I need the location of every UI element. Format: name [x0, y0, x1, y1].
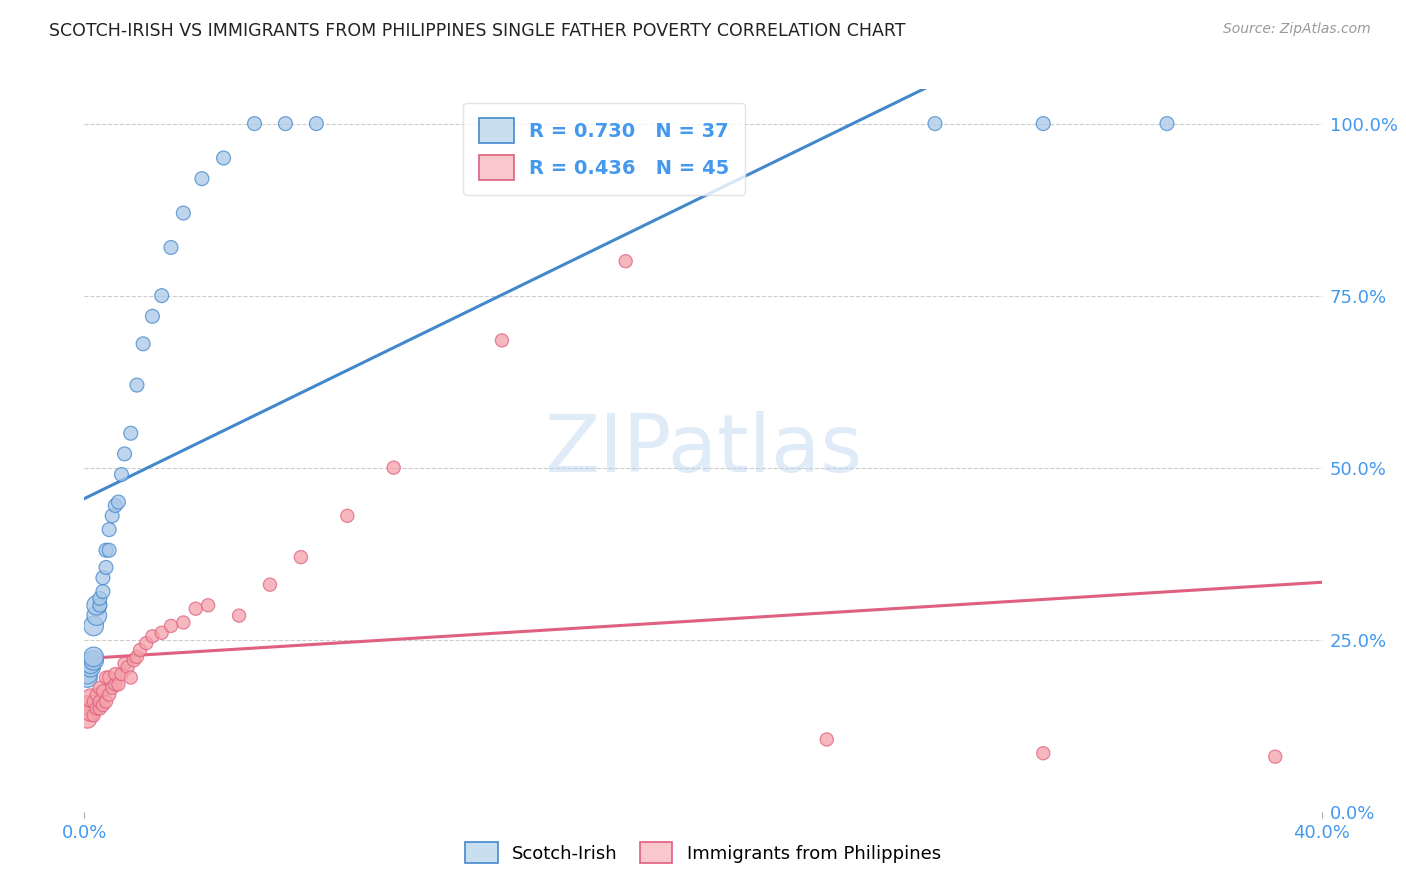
Point	[107, 495, 129, 509]
Point	[98, 671, 121, 685]
Point	[76, 671, 98, 685]
Point	[125, 378, 148, 392]
Point	[89, 599, 111, 613]
Point	[86, 608, 108, 623]
Point	[110, 467, 132, 482]
Point	[1032, 117, 1054, 131]
Point	[79, 657, 101, 671]
Point	[94, 695, 117, 709]
Point	[76, 712, 98, 726]
Point	[117, 660, 139, 674]
Point	[191, 171, 214, 186]
Point	[83, 695, 105, 709]
Point	[1156, 117, 1178, 131]
Point	[120, 426, 142, 441]
Point	[86, 701, 108, 715]
Point	[305, 117, 328, 131]
Point	[76, 698, 98, 712]
Point	[815, 732, 838, 747]
Point	[89, 681, 111, 695]
Point	[172, 206, 194, 220]
Point	[491, 334, 513, 348]
Point	[274, 117, 297, 131]
Point	[212, 151, 235, 165]
Text: ZIPatlas: ZIPatlas	[544, 411, 862, 490]
Point	[76, 667, 98, 681]
Point	[79, 691, 101, 706]
Point	[228, 608, 250, 623]
Point	[86, 599, 108, 613]
Point	[160, 619, 183, 633]
Point	[91, 571, 114, 585]
Point	[104, 677, 127, 691]
Point	[91, 584, 114, 599]
Point	[110, 667, 132, 681]
Point	[197, 599, 219, 613]
Point	[91, 684, 114, 698]
Point	[98, 543, 121, 558]
Point	[614, 254, 637, 268]
Point	[924, 117, 946, 131]
Point	[160, 240, 183, 254]
Legend: Scotch-Irish, Immigrants from Philippines: Scotch-Irish, Immigrants from Philippine…	[457, 833, 949, 872]
Point	[98, 523, 121, 537]
Point	[336, 508, 359, 523]
Point	[382, 460, 405, 475]
Point	[83, 619, 105, 633]
Point	[259, 577, 281, 591]
Point	[135, 636, 157, 650]
Point	[91, 698, 114, 712]
Point	[129, 643, 152, 657]
Point	[125, 649, 148, 664]
Point	[89, 591, 111, 606]
Point	[1032, 746, 1054, 760]
Point	[172, 615, 194, 630]
Point	[101, 508, 124, 523]
Legend: R = 0.730   N = 37, R = 0.436   N = 45: R = 0.730 N = 37, R = 0.436 N = 45	[463, 103, 745, 195]
Point	[94, 671, 117, 685]
Point	[83, 649, 105, 664]
Point	[101, 681, 124, 695]
Point	[94, 560, 117, 574]
Point	[132, 336, 155, 351]
Point	[150, 625, 173, 640]
Point	[290, 550, 312, 565]
Point	[243, 117, 266, 131]
Text: Source: ZipAtlas.com: Source: ZipAtlas.com	[1223, 22, 1371, 37]
Point	[141, 310, 163, 324]
Point	[114, 447, 136, 461]
Point	[120, 671, 142, 685]
Point	[107, 677, 129, 691]
Point	[114, 657, 136, 671]
Point	[150, 288, 173, 302]
Point	[89, 701, 111, 715]
Point	[184, 601, 207, 615]
Point	[79, 705, 101, 719]
Point	[122, 653, 145, 667]
Point	[104, 499, 127, 513]
Point	[86, 688, 108, 702]
Text: SCOTCH-IRISH VS IMMIGRANTS FROM PHILIPPINES SINGLE FATHER POVERTY CORRELATION CH: SCOTCH-IRISH VS IMMIGRANTS FROM PHILIPPI…	[49, 22, 905, 40]
Point	[83, 653, 105, 667]
Point	[104, 667, 127, 681]
Point	[1264, 749, 1286, 764]
Point	[89, 695, 111, 709]
Point	[79, 660, 101, 674]
Point	[141, 629, 163, 643]
Point	[98, 688, 121, 702]
Point	[94, 543, 117, 558]
Point	[83, 708, 105, 723]
